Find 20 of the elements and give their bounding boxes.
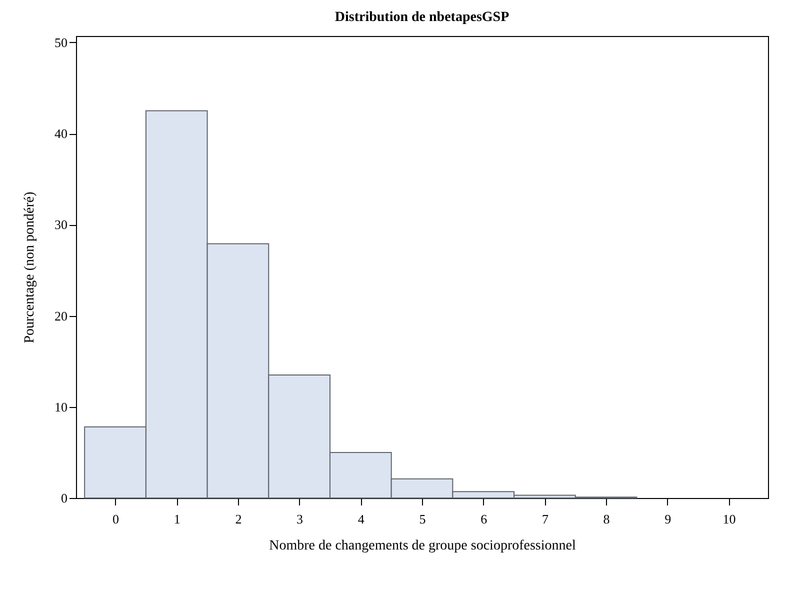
x-axis-title: Nombre de changements de groupe socioprofessionnel [269,538,576,554]
y-axis-title: Pourcentage (non pondéré) [22,191,38,344]
x-tick-label: 5 [419,512,426,526]
y-tick-label: 40 [54,126,68,142]
x-tick-label: 8 [603,512,610,526]
x-tick-label: 6 [480,512,488,526]
x-tick-label: 3 [296,512,304,526]
y-tick-label: 50 [54,34,68,50]
x-tick-label: 2 [235,512,242,526]
chart-title: Distribution de nbetapesGSP [334,10,510,25]
y-tick-label: 30 [54,217,68,232]
x-tick-label: 10 [722,512,736,526]
y-tick-label: 10 [54,399,68,414]
x-tick-label: 4 [358,512,365,526]
x-tick-label: 0 [112,512,120,526]
y-tick-label: 0 [61,490,68,506]
y-tick-label: 20 [54,308,68,324]
x-tick-label: 1 [174,512,180,526]
x-tick-label: 9 [664,512,672,526]
x-tick-label: 7 [542,512,549,526]
